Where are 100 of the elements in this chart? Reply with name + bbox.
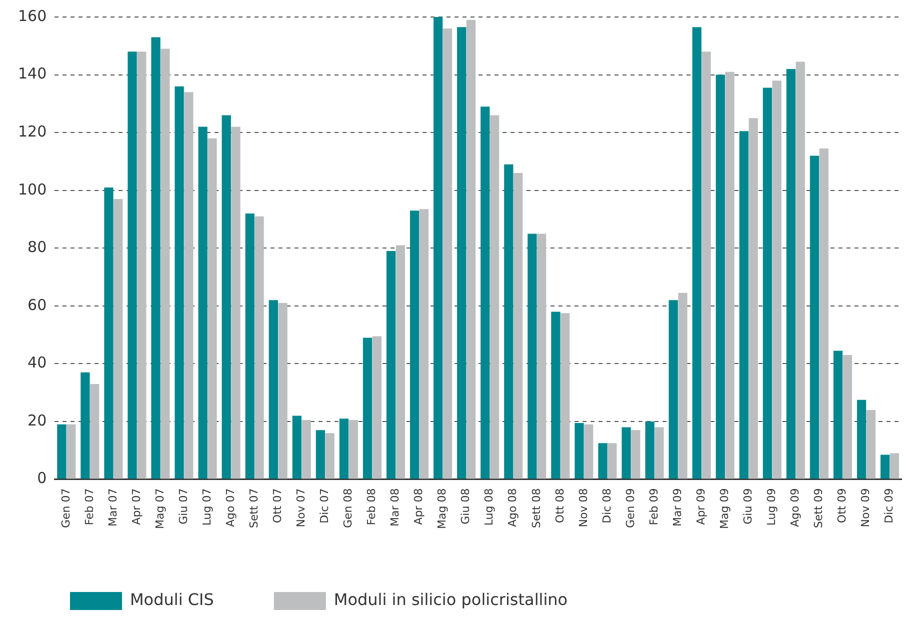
x-tick-label: Apr 08	[412, 488, 426, 525]
y-tick-label: 80	[28, 238, 47, 256]
bar	[890, 453, 900, 479]
bar	[208, 138, 217, 479]
x-tick-label: Sett 08	[530, 488, 543, 528]
bar	[198, 126, 208, 479]
bar	[442, 28, 452, 479]
x-tick-label: Giu 07	[176, 488, 190, 524]
x-tick-label: Nov 07	[294, 488, 308, 528]
bar	[796, 62, 805, 479]
bar	[254, 216, 264, 479]
bar	[880, 454, 890, 479]
bar	[396, 245, 406, 479]
x-tick-label: Mar 09	[670, 488, 684, 527]
bar	[302, 420, 311, 479]
bar	[362, 338, 372, 479]
x-tick-label: Giu 08	[459, 488, 472, 524]
x-tick-label: Nov 09	[859, 488, 872, 528]
bar	[466, 20, 476, 479]
bar	[151, 37, 160, 479]
bar	[245, 213, 254, 479]
bar	[608, 443, 617, 479]
bar	[386, 251, 396, 479]
bar	[622, 427, 631, 479]
x-tick-label: Mar 07	[106, 488, 120, 527]
bar	[702, 52, 711, 479]
x-tick-label: Feb 07	[82, 488, 96, 526]
y-tick-label: 140	[18, 64, 47, 83]
x-tick-label: Ott 09	[836, 488, 849, 524]
bar	[654, 427, 664, 479]
bar	[537, 234, 546, 479]
bar	[810, 156, 820, 479]
x-tick-label: Mag 08	[436, 488, 449, 530]
bar	[490, 115, 500, 479]
bar	[174, 86, 184, 479]
bar	[268, 300, 278, 479]
x-tick-label: Dic 07	[318, 488, 332, 524]
bar	[480, 106, 490, 479]
x-tick-label: Dic 08	[600, 488, 614, 524]
bar	[574, 422, 584, 479]
bar	[514, 173, 523, 479]
legend-label: Moduli CIS	[130, 590, 214, 610]
x-tick-label: Apr 07	[130, 488, 143, 525]
x-tick-label: Ago 08	[506, 488, 520, 528]
x-tick-label: Giu 09	[741, 488, 754, 524]
bar	[137, 52, 146, 479]
bar	[856, 400, 866, 479]
x-tick-label: Feb 09	[647, 488, 660, 526]
x-tick-label: Gen 08	[342, 488, 355, 528]
x-tick-label: Feb 08	[365, 488, 378, 526]
y-tick-label: 60	[28, 296, 47, 314]
bar	[419, 209, 429, 479]
bar	[842, 355, 852, 479]
bar	[457, 27, 466, 479]
y-tick-label: 0	[37, 469, 47, 488]
x-tick-label: Lug 09	[765, 488, 778, 526]
bar	[772, 80, 782, 479]
bar	[278, 303, 288, 479]
bar	[584, 424, 594, 479]
y-tick-label: 20	[28, 411, 47, 430]
bar	[819, 148, 828, 479]
bar	[668, 300, 678, 479]
x-tick-label: Ago 09	[788, 488, 802, 528]
bar	[748, 118, 758, 479]
legend-label: Moduli in silicio policristallino	[334, 590, 568, 610]
x-tick-label: Lug 08	[482, 488, 496, 526]
x-tick-label: Ott 08	[553, 488, 566, 524]
x-tick-label: Mag 07	[153, 488, 166, 530]
x-tick-label: Sett 07	[247, 488, 260, 528]
bar	[786, 69, 796, 479]
x-tick-label: Dic 09	[882, 488, 896, 524]
x-tick-label: Ott 07	[270, 488, 284, 524]
bar	[528, 234, 537, 479]
bar	[725, 72, 734, 479]
bar	[410, 210, 420, 479]
bar	[160, 48, 170, 479]
bar	[631, 430, 640, 479]
bar	[833, 350, 843, 479]
bar	[325, 433, 334, 479]
y-tick-label: 40	[28, 354, 47, 372]
bar	[560, 313, 570, 479]
bar	[434, 17, 443, 479]
bar	[90, 384, 100, 479]
bar	[645, 422, 654, 479]
bar	[866, 410, 876, 479]
bar	[222, 115, 231, 479]
bar	[551, 312, 560, 479]
bar	[114, 199, 123, 479]
x-tick-label: Ago 07	[224, 488, 237, 528]
x-tick-label: Lug 07	[200, 488, 214, 526]
x-tick-label: Gen 09	[624, 488, 637, 528]
bar	[372, 336, 382, 479]
bar	[292, 416, 302, 479]
bar	[184, 92, 194, 479]
bar	[231, 126, 240, 479]
bar	[692, 27, 702, 479]
x-tick-label: Nov 08	[576, 488, 590, 528]
x-tick-label: Mar 08	[388, 488, 402, 527]
x-tick-label: Gen 07	[59, 488, 72, 528]
bar	[598, 443, 608, 479]
